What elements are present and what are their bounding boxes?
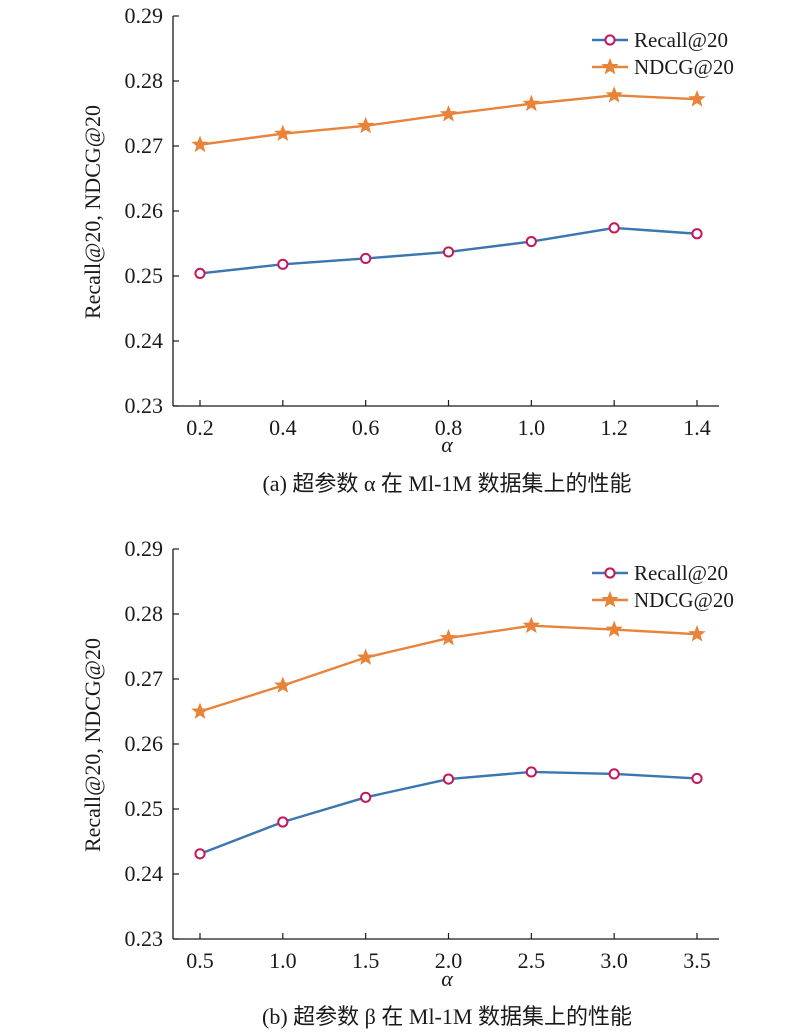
chart-b-series-recall-point <box>194 848 206 860</box>
chart-a-marks: 0.23 0.24 0.25 0.26 0.27 0.28 0.29 0.2 0.4 0.6 0.8… <box>125 3 734 440</box>
chart-b-caption: (b) 超参数 β 在 Ml-1M 数据集上的性能 <box>262 1004 632 1029</box>
chart-b-x-tick-label: 3.0 <box>600 948 628 973</box>
chart-b-series-recall-point <box>360 791 372 803</box>
chart-b-x-tick-label: 0.5 <box>186 948 214 973</box>
chart-a-x-tick-label: 0.6 <box>352 415 380 440</box>
chart-a-y-tick-label: 0.25 <box>125 263 164 288</box>
chart-b-legend-swatch-marker <box>604 567 616 579</box>
chart-b-series-ndcg-point <box>439 628 458 646</box>
chart-a-legend-swatch-marker <box>601 57 619 75</box>
chart-a-x-tick-label: 1.2 <box>600 415 628 440</box>
chart-b-series-recall-point <box>277 816 289 828</box>
chart-a-caption: (a) 超参数 α 在 Ml-1M 数据集上的性能 <box>262 471 631 496</box>
chart-b-y-tick-label: 0.28 <box>125 601 164 626</box>
chart-a-legend-label: Recall@20 <box>634 28 728 52</box>
chart-a-series-ndcg-point <box>274 124 292 142</box>
chart-a-series-ndcg-point <box>522 94 541 112</box>
chart-a-series-ndcg-point <box>356 116 375 134</box>
chart-a-series-ndcg-point <box>439 105 458 122</box>
chart-b-y-tick-label: 0.26 <box>125 731 164 756</box>
chart-a-xlabel: α <box>441 432 453 457</box>
chart-a-series-recall-point <box>525 235 537 248</box>
chart-a-series-recall-point <box>691 228 703 240</box>
chart-a-y-tick-label: 0.27 <box>125 133 164 158</box>
chart-a-y-tick-label: 0.24 <box>125 328 164 353</box>
chart-b-series-ndcg-point <box>688 625 706 642</box>
chart-b-marks: 0.23 0.24 0.25 0.26 0.27 0.28 0.29 0.5 1.0 1.5 2.0… <box>125 536 734 973</box>
chart-a-series-recall-point <box>277 258 289 270</box>
chart-a-x-tick-label: 1.0 <box>518 415 546 440</box>
chart-b-y-tick-label: 0.25 <box>125 796 164 821</box>
chart-b: 0.23 0.24 0.25 0.26 0.27 0.28 0.29 0.5 1.0 1.5 2.0… <box>80 536 734 1029</box>
chart-b-legend-swatch-marker <box>601 590 619 608</box>
chart-a: 0.23 0.24 0.25 0.26 0.27 0.28 0.29 0.2 0.4 0.6 0.8… <box>80 3 734 496</box>
chart-b-y-tick-label: 0.29 <box>125 536 164 561</box>
chart-b-series-ndcg-point <box>191 702 209 719</box>
chart-a-series-ndcg-point <box>605 86 623 103</box>
chart-a-series-recall-point <box>608 222 620 234</box>
chart-b-series-recall-point <box>691 772 703 785</box>
chart-b-y-tick-label: 0.23 <box>125 926 164 951</box>
chart-b-series-ndcg-point <box>522 616 541 634</box>
chart-a-series-ndcg-line <box>199 94 698 146</box>
chart-b-x-tick-label: 3.5 <box>683 948 711 973</box>
chart-a-y-tick-label: 0.23 <box>125 393 164 418</box>
chart-a-x-tick-label: 0.4 <box>269 415 297 440</box>
chart-b-x-tick-label: 2.0 <box>435 948 463 973</box>
chart-a-y-tick-label: 0.26 <box>125 198 164 223</box>
chart-b-y-tick-label: 0.27 <box>125 666 164 691</box>
chart-b-series-recall-point <box>525 766 537 778</box>
chart-a-series-recall-point <box>360 252 372 265</box>
chart-b-x-tick-label: 1.5 <box>352 948 380 973</box>
chart-b-series-recall-point <box>442 773 455 785</box>
chart-a-series-ndcg-point <box>191 135 209 153</box>
chart-b-y-tick-label: 0.24 <box>125 861 164 886</box>
chart-a-series-recall-point <box>194 267 206 279</box>
chart-b-x-tick-label: 2.5 <box>518 948 546 973</box>
chart-a-series-ndcg-point <box>688 90 706 107</box>
chart-a-y-tick-label: 0.29 <box>125 3 164 28</box>
chart-a-x-tick-label: 0.2 <box>186 415 214 440</box>
chart-a-y-tick-label: 0.28 <box>125 68 164 93</box>
chart-a-legend-swatch-marker <box>604 34 616 46</box>
chart-b-series-ndcg-point <box>605 620 623 637</box>
chart-a-x-tick-label: 0.8 <box>435 415 463 440</box>
chart-b-legend-label: Recall@20 <box>634 561 728 585</box>
chart-b-series-ndcg-point <box>274 676 292 693</box>
chart-b-series-ndcg-point <box>356 648 375 665</box>
chart-a-ylabel: Recall@20, NDCG@20 <box>80 105 105 319</box>
chart-b-xlabel: α <box>441 966 453 991</box>
chart-a-series-recall-point <box>442 246 455 258</box>
chart-b-series-recall-point <box>608 768 620 780</box>
chart-b-legend-label: NDCG@20 <box>634 588 734 612</box>
chart-a-legend-label: NDCG@20 <box>634 55 734 79</box>
chart-b-x-tick-label: 1.0 <box>269 948 297 973</box>
chart-a-x-tick-label: 1.4 <box>683 415 711 440</box>
chart-b-ylabel: Recall@20, NDCG@20 <box>80 638 105 852</box>
